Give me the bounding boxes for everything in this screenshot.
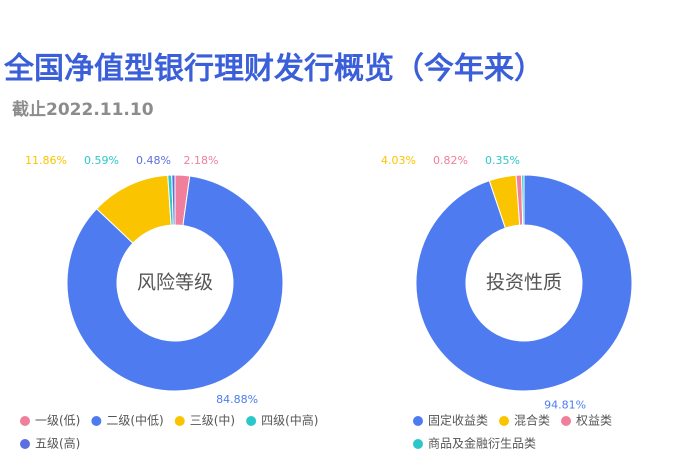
legend-label: 固定收益类	[428, 413, 488, 428]
pie-slice	[415, 174, 633, 392]
legend-marker	[174, 416, 185, 426]
legend-marker	[91, 416, 102, 426]
legend-label: 权益类	[576, 414, 612, 428]
legend-marker	[20, 439, 30, 449]
value-label: 4.03%	[381, 154, 416, 167]
legend-label: 三级(中)	[190, 413, 235, 428]
value-label: 0.48%	[136, 154, 171, 167]
value-label: 0.35%	[485, 154, 520, 167]
legend-label: 商品及金融衍生品类	[428, 436, 536, 451]
pie-slice	[521, 174, 525, 226]
legend-marker	[561, 416, 572, 426]
value-label: 2.18%	[183, 154, 218, 167]
legend-marker	[20, 416, 30, 426]
center-label: 投资性质	[486, 272, 562, 294]
value-label: 84.88%	[216, 393, 258, 406]
page-subtitle: 截止2022.11.10	[12, 99, 154, 120]
center-label: 风险等级	[137, 272, 213, 294]
value-label: 0.82%	[433, 154, 468, 167]
pie-slice	[171, 174, 176, 226]
value-label: 0.59%	[84, 154, 119, 167]
legend-label: 二级(中低)	[106, 413, 163, 428]
legend-label: 一级(低)	[35, 414, 80, 428]
legend-marker	[413, 439, 423, 449]
legend-label: 四级(中高)	[261, 413, 318, 428]
legend-marker	[413, 416, 423, 426]
legend-label: 混合类	[514, 413, 550, 428]
legend-marker	[246, 416, 257, 426]
legend-marker	[499, 416, 510, 426]
legend-label: 五级(高)	[35, 436, 80, 451]
page-title: 全国净值型银行理财发行概览（今年来）	[3, 52, 544, 87]
pie-slice	[66, 175, 284, 392]
value-label: 11.86%	[25, 154, 67, 167]
value-label: 94.81%	[544, 398, 586, 411]
